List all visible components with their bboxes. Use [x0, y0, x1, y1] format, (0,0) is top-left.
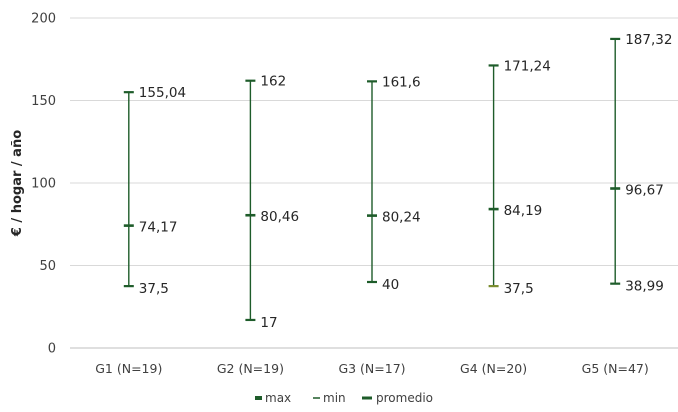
promedio-data-label: 74,17: [139, 220, 178, 236]
min-data-label: 37,5: [504, 281, 534, 297]
min-data-label: 17: [260, 315, 277, 331]
y-tick-label: 200: [31, 12, 56, 27]
legend-max-swatch: [255, 396, 262, 400]
promedio-data-label: 80,24: [382, 210, 421, 226]
x-category-label: G5 (N=47): [582, 361, 649, 376]
y-tick-label: 0: [48, 342, 56, 357]
y-tick-label: 100: [31, 177, 56, 192]
x-category-label: G3 (N=17): [338, 361, 405, 376]
max-data-label: 161,6: [382, 74, 421, 90]
legend-promedio-swatch: [362, 396, 372, 400]
promedio-data-label: 84,19: [504, 203, 543, 219]
legend-promedio-label: promedio: [376, 391, 433, 405]
legend-min-swatch: [313, 397, 320, 399]
max-data-label: 155,04: [139, 85, 186, 101]
legend-max-label: max: [265, 391, 291, 405]
y-axis-title: € / hogar / año: [10, 130, 25, 237]
promedio-data-label: 96,67: [625, 182, 664, 198]
legend-min-label: min: [323, 391, 346, 405]
max-data-label: 162: [260, 74, 286, 90]
min-data-label: 38,99: [625, 279, 664, 295]
y-tick-label: 150: [31, 94, 56, 109]
max-data-label: 171,24: [504, 58, 551, 74]
y-tick-label: 50: [39, 259, 56, 274]
min-data-label: 40: [382, 277, 399, 293]
min-data-label: 37,5: [139, 281, 169, 297]
x-category-label: G4 (N=20): [460, 361, 527, 376]
max-data-label: 187,32: [625, 32, 672, 48]
promedio-data-label: 80,46: [260, 209, 299, 225]
x-category-label: G2 (N=19): [217, 361, 284, 376]
x-category-label: G1 (N=19): [95, 361, 162, 376]
